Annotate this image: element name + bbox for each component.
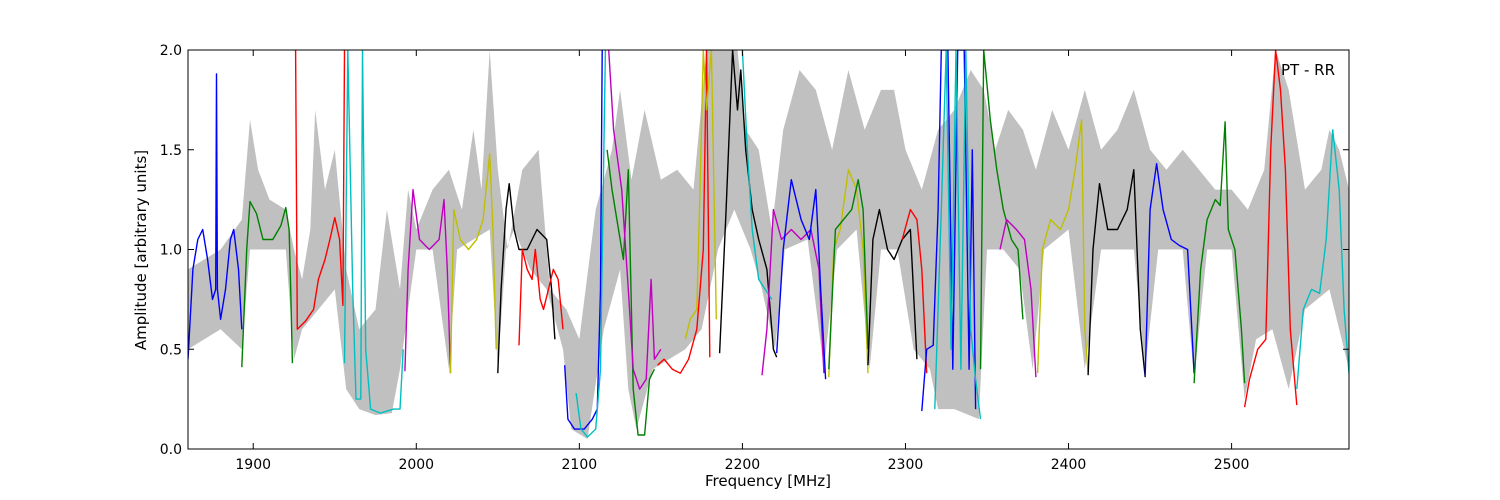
series-line-32 <box>1296 129 1349 390</box>
series-line-8 <box>518 248 564 346</box>
y-tick-label: 1.5 <box>160 143 182 159</box>
series-line-12 <box>608 50 662 390</box>
x-tick-label: 2200 <box>725 457 761 473</box>
x-tick-label: 1900 <box>235 457 271 473</box>
series-line-21 <box>867 208 918 366</box>
y-tick-label: 2.0 <box>160 43 182 59</box>
series-line-22 <box>901 208 928 374</box>
series-line-6 <box>449 152 497 374</box>
y-axis-label: Amplitude [arbitrary units] <box>132 150 150 350</box>
series-line-26 <box>999 218 1037 378</box>
series-line-29 <box>1144 162 1195 376</box>
series-line-9 <box>564 50 603 430</box>
x-tick-label: 2400 <box>1051 457 1087 473</box>
series-line-17 <box>761 208 825 376</box>
series-line-27 <box>1036 119 1089 374</box>
series-line-30 <box>1193 121 1246 384</box>
x-tick-label: 2500 <box>1214 457 1250 473</box>
series-line-16 <box>741 50 773 300</box>
series-line-1 <box>188 73 243 360</box>
x-tick-label: 2300 <box>888 457 924 473</box>
series-line-20 <box>828 178 869 370</box>
y-tick-label: 0.5 <box>160 342 182 358</box>
series-line-3 <box>294 50 346 330</box>
background-envelope <box>188 50 1349 439</box>
series-line-4 <box>343 50 404 414</box>
series-line-18 <box>776 178 827 380</box>
axis-ticks: 1900 2000 2100 2200 2300 2400 2500 0.0 0.5 1.0 1.5… <box>160 43 1349 473</box>
chart-annotation: PT - RR <box>1281 61 1335 79</box>
series-line-24 <box>934 50 982 420</box>
series-line-28 <box>1087 168 1146 378</box>
series-line-11 <box>606 149 656 436</box>
plot-area <box>188 50 1349 439</box>
x-tick-label: 2000 <box>398 457 434 473</box>
series-line-19 <box>828 168 869 378</box>
series-line-25 <box>979 50 1024 370</box>
x-axis-label: Frequency [MHz] <box>705 472 831 490</box>
series-line-10 <box>575 50 607 438</box>
series-line-31 <box>1243 50 1298 408</box>
x-tick-label: 2100 <box>562 457 598 473</box>
series-line-7 <box>497 182 556 374</box>
series-line-13 <box>657 50 711 374</box>
y-tick-label: 1.0 <box>160 243 182 259</box>
y-tick-label: 0.0 <box>160 442 182 458</box>
series-line-14 <box>684 50 717 340</box>
series-line-5 <box>404 188 452 374</box>
series-line-23 <box>921 50 977 412</box>
series-line-2 <box>241 200 294 368</box>
